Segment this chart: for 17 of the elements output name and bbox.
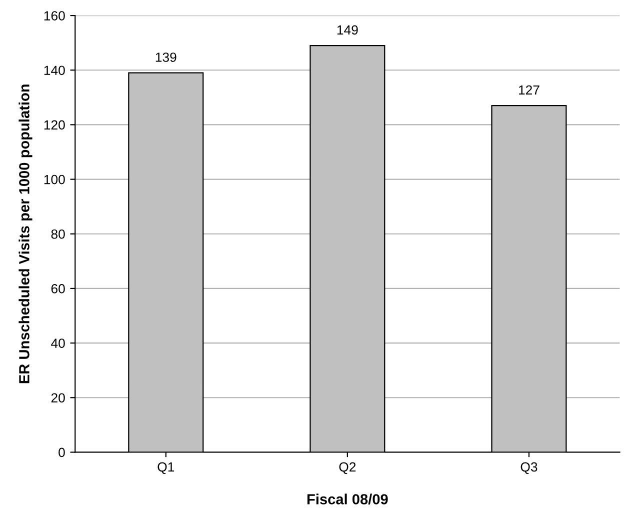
x-tick-label: Q1 bbox=[158, 462, 174, 474]
y-tick-label: 0 bbox=[58, 448, 65, 458]
y-tick-label: 120 bbox=[44, 120, 65, 130]
y-tick-label: 20 bbox=[51, 393, 65, 403]
y-tick-label: 80 bbox=[51, 229, 65, 239]
y-tick-label: 160 bbox=[44, 11, 65, 20]
y-tick-label: 60 bbox=[51, 284, 65, 294]
data-label: 139 bbox=[156, 52, 176, 62]
y-axis-title: ER Unscheduled Visits per 1000 population bbox=[18, 84, 32, 384]
x-tick-label: Q3 bbox=[520, 462, 538, 474]
data-label: 127 bbox=[518, 85, 540, 95]
x-tick-label: Q2 bbox=[339, 462, 356, 474]
y-tick-label: 40 bbox=[51, 338, 65, 348]
data-label: 149 bbox=[337, 25, 358, 35]
y-tick-label: 100 bbox=[44, 174, 65, 184]
y-tick-label: 140 bbox=[44, 66, 65, 76]
x-axis-title: Fiscal 08/09 bbox=[307, 494, 388, 505]
